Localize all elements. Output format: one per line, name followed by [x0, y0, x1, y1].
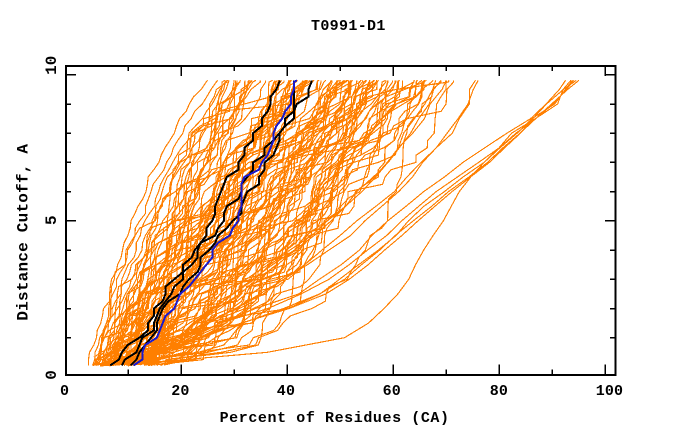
svg-text:10: 10: [43, 56, 61, 75]
svg-text:0: 0: [60, 383, 69, 400]
svg-text:Distance Cutoff, A: Distance Cutoff, A: [15, 144, 33, 321]
svg-text:100: 100: [596, 383, 623, 400]
svg-text:Percent of Residues (CA): Percent of Residues (CA): [220, 410, 449, 427]
svg-text:T0991-D1: T0991-D1: [311, 18, 385, 35]
svg-text:0: 0: [43, 370, 61, 380]
svg-text:60: 60: [383, 383, 401, 400]
svg-text:5: 5: [43, 215, 61, 225]
svg-text:40: 40: [277, 383, 295, 400]
svg-text:20: 20: [171, 383, 189, 400]
svg-text:80: 80: [490, 383, 508, 400]
